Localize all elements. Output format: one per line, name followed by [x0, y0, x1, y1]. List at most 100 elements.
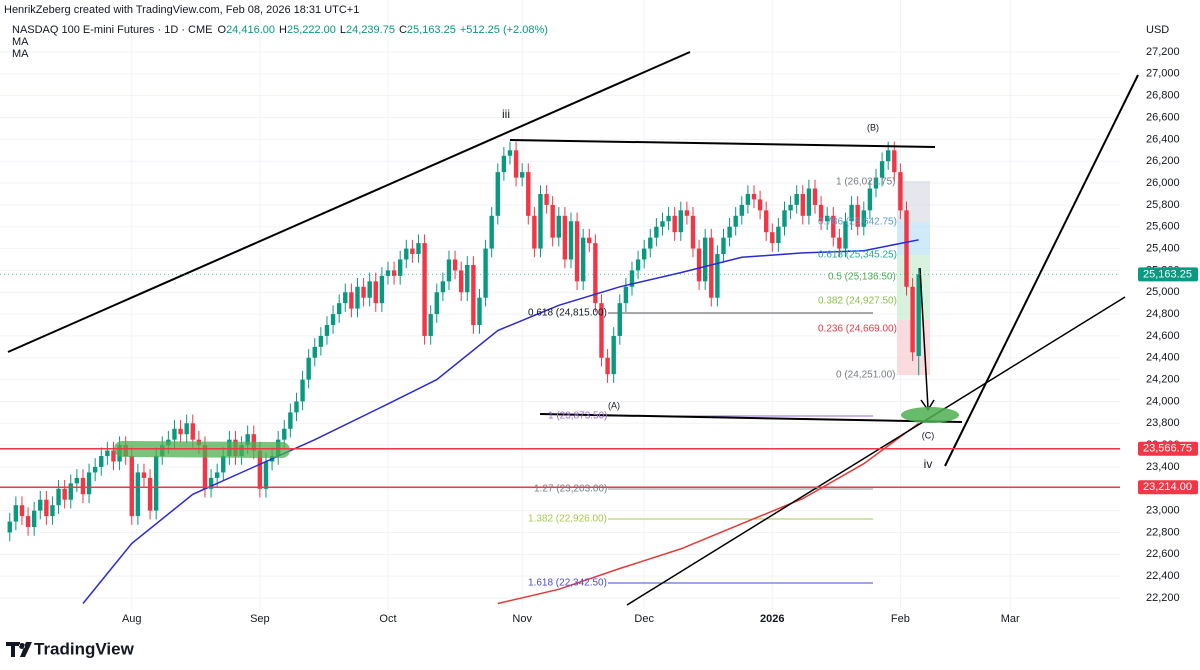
candle-body	[654, 226, 659, 238]
fib-label: 1.382 (22,926.00)	[528, 514, 607, 525]
fib-label: 0.786 (25,642.75)	[818, 217, 897, 228]
candle-body	[50, 505, 55, 517]
moving-average	[82, 239, 919, 604]
candle-body	[745, 193, 751, 205]
candle-body	[373, 281, 378, 304]
price-label: 23,214.00	[1143, 481, 1192, 493]
fib-label: 1.618 (22,342.50)	[528, 578, 607, 589]
y-tick-label: 26,600	[1146, 111, 1180, 123]
candle-body	[147, 477, 153, 511]
y-tick-label: 22,600	[1146, 548, 1180, 560]
currency: USD	[1146, 24, 1169, 36]
plot	[7, 141, 921, 605]
candle-body	[690, 215, 696, 249]
candle-body	[318, 335, 324, 347]
o-label: O	[218, 24, 227, 36]
x-tick-label: Oct	[379, 613, 396, 625]
x-tick-label: Mar	[1001, 613, 1020, 625]
candle-body	[31, 510, 37, 528]
y-tick-label: 23,800	[1146, 417, 1180, 429]
candle-body	[404, 248, 409, 260]
candle-body	[38, 499, 43, 511]
candle-body	[19, 505, 25, 517]
candle-body	[709, 237, 714, 298]
x-tick-label: Nov	[512, 613, 532, 625]
fib-label: 1.27 (23,203.00)	[534, 484, 607, 495]
wave-label: (B)	[867, 122, 879, 132]
candle-body	[7, 521, 12, 533]
candle-body	[587, 237, 592, 244]
candle-body	[202, 445, 208, 489]
trend-line	[944, 74, 1139, 467]
candle-body	[782, 210, 787, 227]
candle-body	[843, 221, 848, 249]
candle-body	[135, 472, 141, 517]
candle-body	[99, 456, 104, 467]
price-label: 25,163.25	[1143, 268, 1192, 280]
fib-label: 0 (24,251.00)	[836, 370, 896, 381]
candle-body	[873, 177, 879, 189]
candle-body	[245, 434, 250, 446]
candle-body	[141, 472, 147, 478]
candle-body	[519, 172, 525, 178]
fib-label: 0.5 (25,136.50)	[828, 272, 896, 283]
indicator: MA	[12, 48, 29, 60]
candle-body	[336, 303, 342, 315]
x-tick-label: Dec	[634, 613, 654, 625]
candle-body	[879, 161, 885, 178]
candle-body	[727, 226, 732, 238]
trend-line	[509, 139, 936, 148]
candle-body	[818, 204, 824, 222]
candle-body	[13, 505, 19, 522]
trend-line	[539, 413, 963, 423]
candle-body	[153, 456, 159, 511]
axes: 22,20022,40022,60022,80023,00023,20023,4…	[0, 46, 1198, 625]
candle-body	[105, 450, 110, 457]
arrow	[919, 267, 929, 409]
candle-body	[440, 281, 446, 293]
x-tick-label: 2026	[760, 613, 784, 625]
y-tick-label: 24,400	[1146, 352, 1180, 364]
y-tick-label: 22,800	[1146, 526, 1180, 538]
candle-body	[794, 193, 799, 205]
candle-body	[343, 292, 348, 304]
fib-label: 0.382 (24,927.50)	[818, 296, 897, 307]
candle-body	[446, 259, 452, 282]
highlight	[901, 407, 959, 423]
candle-body	[904, 210, 909, 287]
trend-line	[7, 51, 691, 353]
candle-body	[397, 259, 403, 276]
candle-body	[623, 286, 629, 304]
y-tick-label: 22,200	[1146, 592, 1180, 604]
candle-body	[416, 243, 421, 255]
candle-body	[696, 248, 702, 282]
candle-body	[25, 516, 31, 528]
candle-body	[544, 193, 549, 205]
candle-body	[849, 204, 854, 222]
credit: HenrikZeberg created with TradingView.co…	[4, 4, 359, 16]
x-tick-label: Aug	[122, 613, 142, 625]
candle-body	[562, 215, 568, 260]
y-tick-label: 26,200	[1146, 155, 1180, 167]
high: 25,222.00	[287, 24, 336, 36]
candle-body	[550, 204, 555, 238]
y-tick-label: 25,800	[1146, 199, 1180, 211]
close: 25,163.25	[407, 24, 456, 36]
candle-body	[635, 259, 641, 271]
open: 24,416.00	[226, 24, 275, 36]
candle-body	[648, 237, 653, 249]
candle-body	[678, 210, 683, 233]
candle-body	[288, 412, 293, 429]
candle-body	[86, 472, 92, 495]
candle-body	[391, 270, 397, 276]
candle-body	[282, 428, 287, 440]
candle-body	[434, 292, 439, 315]
candle-body	[68, 483, 73, 500]
y-tick-label: 23,400	[1146, 461, 1180, 473]
h-label: H	[279, 24, 287, 36]
candle-body	[684, 210, 690, 216]
candle-body	[44, 499, 49, 517]
fib-label: 0.618 (24,815.00)	[528, 308, 607, 319]
candle-body	[885, 150, 891, 162]
wave-label: (C)	[922, 430, 935, 440]
